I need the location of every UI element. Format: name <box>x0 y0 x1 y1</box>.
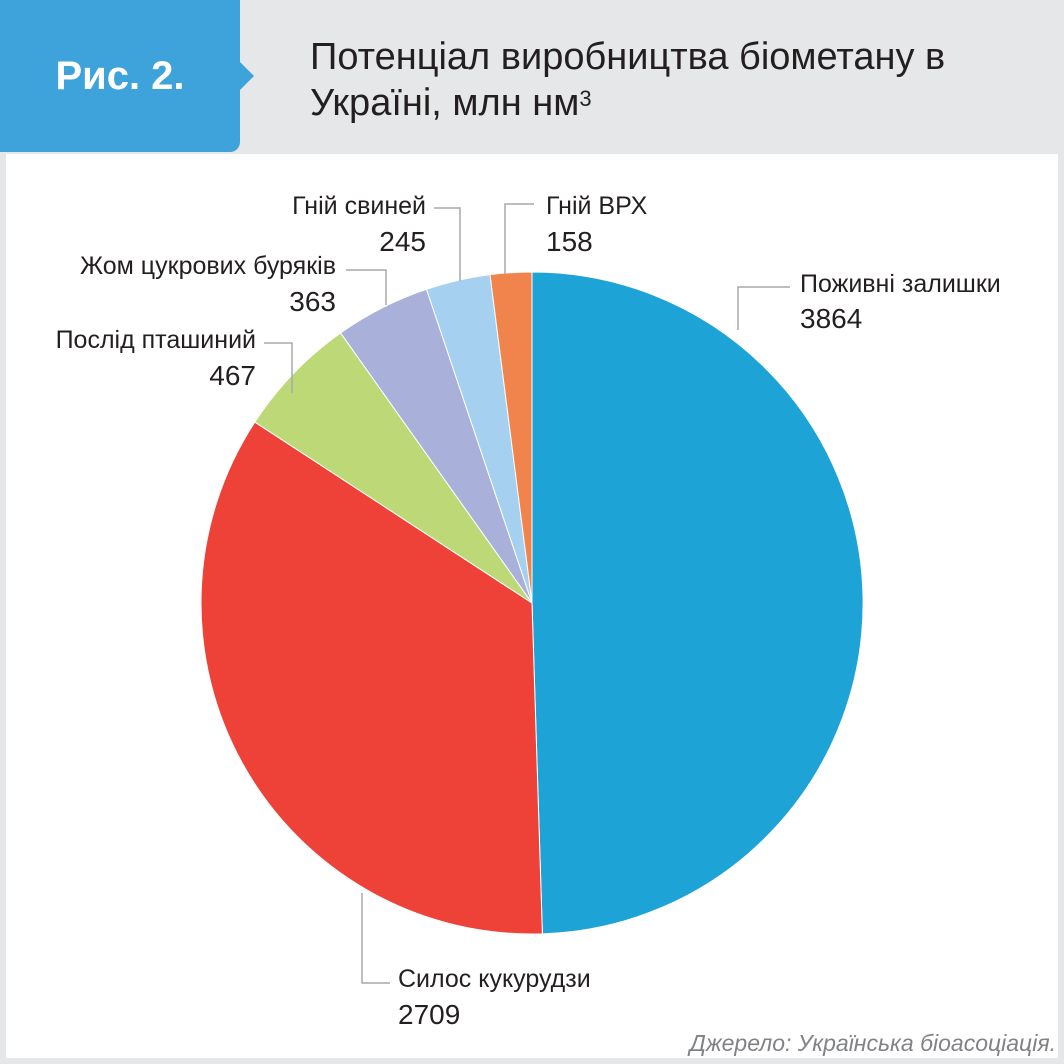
slice-value-жом-цукрових-буряків: 363 <box>289 286 336 317</box>
pie-slice-послід-пташиний <box>254 332 533 604</box>
pie-slices <box>200 271 864 935</box>
pie-slice-гній-врх <box>489 271 533 604</box>
slice-value-силос-кукурудзи: 2709 <box>398 999 460 1030</box>
chart-title-superscript: 3 <box>579 86 592 111</box>
leader-line-гній-свиней <box>434 207 461 281</box>
leader-line-поживні-залишки <box>737 286 790 330</box>
leader-line-послід-пташиний <box>264 342 293 393</box>
slice-value-послід-пташиний: 467 <box>209 360 256 391</box>
slice-label-силос-кукурудзи: Силос кукурудзи <box>398 965 591 993</box>
pie-slice-силос-кукурудзи <box>200 421 543 935</box>
badge-arrow <box>240 62 254 90</box>
leader-line-жом-цукрових-буряків <box>346 269 387 305</box>
slice-label-гній-врх: Гній ВРХ <box>546 192 648 220</box>
pie-labels: Поживні залишки 3864 Силос кукурудзи 2709 По… <box>56 192 1001 1030</box>
slice-label-поживні-залишки: Поживні залишки <box>800 270 1001 298</box>
source-note: Джерело: Українська біоасоціація. <box>689 1030 1056 1056</box>
figure-header: Рис. 2. Потенціал виробництва біометану … <box>0 0 1064 152</box>
chart-title: Потенціал виробництва біометану в Україн… <box>310 34 1030 126</box>
slice-value-гній-врх: 158 <box>546 226 593 257</box>
figure-badge: Рис. 2. <box>0 0 240 152</box>
chart-title-text: Потенціал виробництва біометану в Україн… <box>310 36 946 124</box>
slice-label-гній-свиней: Гній свиней <box>292 192 426 220</box>
pie-slice-поживні-залишки <box>531 271 864 935</box>
slice-value-гній-свиней: 245 <box>379 226 426 257</box>
slice-value-поживні-залишки: 3864 <box>800 303 862 334</box>
slice-label-послід-пташиний: Послід пташиний <box>56 326 256 354</box>
slice-label-жом-цукрових-буряків: Жом цукрових буряків <box>80 252 336 280</box>
leader-line-гній-врх <box>504 203 534 274</box>
figure-label: Рис. 2. <box>55 54 185 98</box>
leader-line-силос-кукурудзи <box>361 893 390 984</box>
